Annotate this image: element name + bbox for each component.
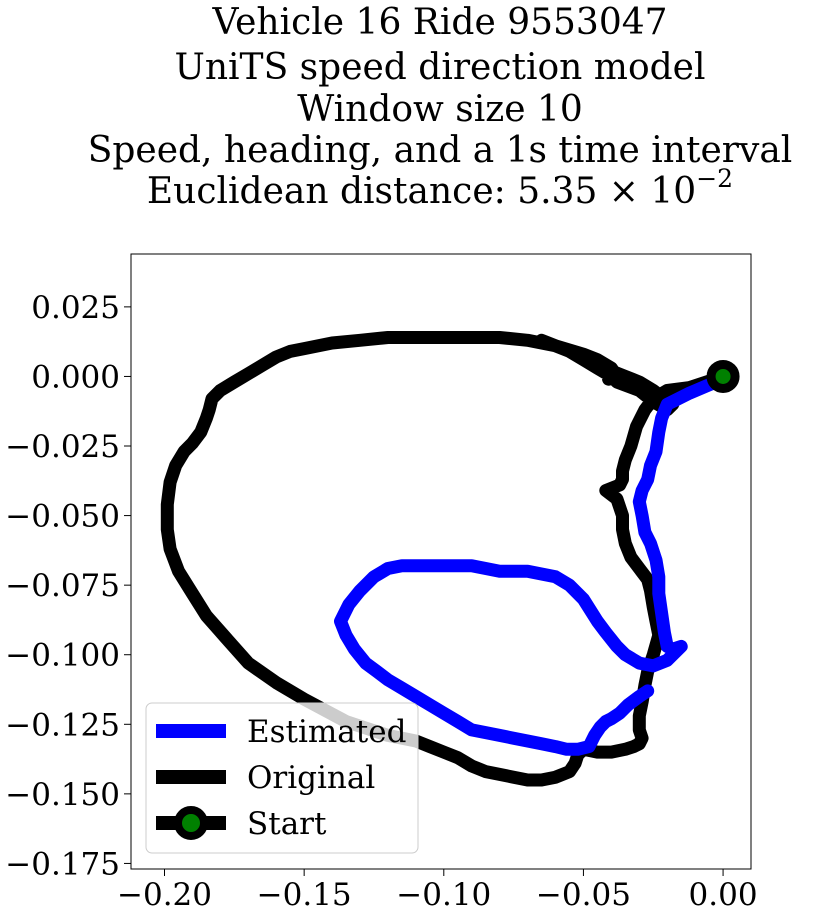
x-tick-label: −0.05	[536, 877, 631, 913]
y-tick-label: −0.075	[5, 568, 120, 604]
y-tick-label: −0.100	[5, 638, 120, 674]
x-tick-label: −0.20	[117, 877, 212, 913]
title-line-5: Euclidean distance: 5.35 × 10−2	[147, 164, 733, 212]
y-axis: 0.025 0.000 −0.025 −0.050 −0.075 −0.100 −0.125…	[5, 290, 131, 882]
legend-frame	[145, 702, 419, 854]
title-line-2: UniTS speed direction model	[175, 47, 706, 88]
title-distance-prefix: Euclidean distance: 5.35 × 10	[147, 171, 696, 212]
x-axis: −0.20 −0.15 −0.10 −0.05 0.00	[117, 869, 758, 913]
y-tick-label: −0.050	[5, 499, 120, 535]
title-line-4: Speed, heading, and a 1s time interval	[88, 130, 793, 171]
start-marker	[706, 359, 740, 393]
title-line-1: Vehicle 16 Ride 9553047	[211, 2, 667, 43]
legend-swatch-start-marker	[174, 806, 208, 840]
y-tick-label: −0.175	[5, 846, 120, 882]
x-tick-label: 0.00	[689, 877, 758, 913]
legend: Estimated Original Start	[145, 702, 419, 854]
legend-label-estimated: Estimated	[247, 714, 406, 750]
y-tick-label: 0.025	[31, 290, 120, 326]
y-tick-label: −0.125	[5, 707, 120, 743]
x-tick-label: −0.15	[257, 877, 352, 913]
chart-title: Vehicle 16 Ride 9553047 UniTS speed dire…	[88, 2, 793, 212]
y-tick-label: −0.150	[5, 777, 120, 813]
y-tick-label: 0.000	[31, 359, 120, 395]
series-layer	[160, 331, 740, 787]
legend-label-original: Original	[247, 760, 375, 796]
legend-label-start: Start	[247, 806, 327, 842]
series-line-original	[160, 331, 730, 787]
title-line-3: Window size 10	[297, 89, 583, 130]
x-tick-label: −0.10	[396, 877, 491, 913]
y-tick-label: −0.025	[5, 429, 120, 465]
title-distance-exponent: −2	[696, 164, 733, 193]
series-line-estimated	[334, 372, 730, 756]
